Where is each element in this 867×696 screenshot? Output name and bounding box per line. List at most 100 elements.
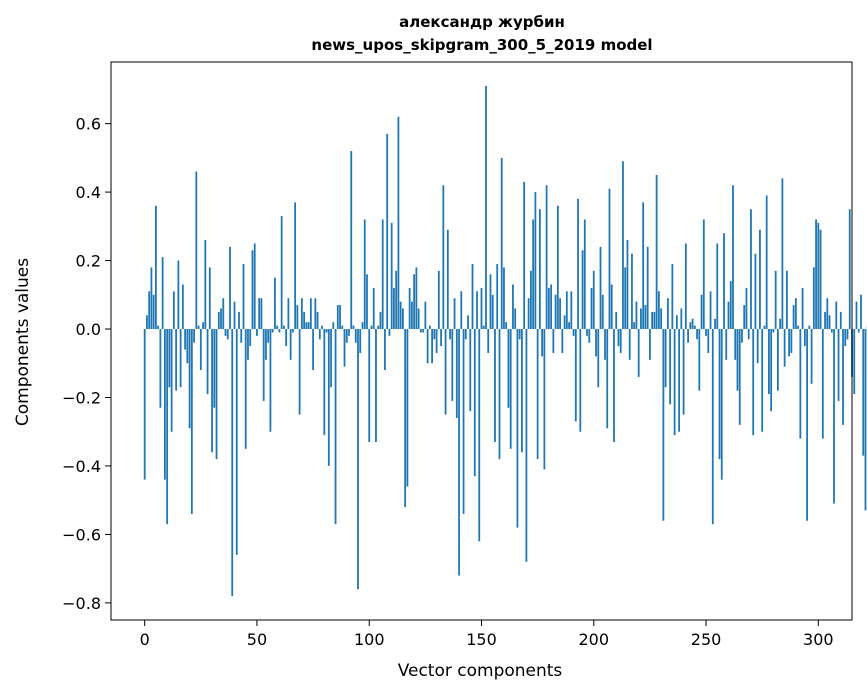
bar-136 [449,329,451,340]
bar-238 [678,329,680,432]
bar-186 [561,329,564,353]
bar-107 [384,329,386,371]
bar-196 [583,219,586,330]
bar-118 [408,287,411,330]
bar-58 [274,277,276,330]
bar-219 [635,301,638,330]
bar-25 [199,329,202,371]
x-tick-label: 250 [691,630,722,649]
bar-36 [224,329,227,336]
bar-264 [736,329,739,391]
bar-63 [285,329,288,347]
bar-152 [485,85,487,330]
bar-253 [711,329,714,525]
bar-209 [613,329,615,442]
bar-90 [345,329,348,343]
bar-82 [327,329,330,466]
bar-306 [830,329,833,333]
bar-70 [300,298,303,330]
bar-1 [146,315,148,330]
bar-297 [810,329,813,384]
bar-220 [637,329,640,377]
bar-68 [296,305,299,330]
bar-94 [354,329,357,343]
bar-243 [689,322,692,330]
bar-276 [763,325,766,330]
bar-181 [550,284,553,330]
bar-0 [143,329,146,480]
bar-109 [388,329,391,336]
bar-40 [233,301,236,330]
bar-72 [305,322,308,330]
bar-135 [446,229,449,330]
bar-32 [215,329,218,460]
bar-8 [161,257,164,330]
bar-282 [777,329,779,391]
bar-316 [853,329,856,395]
bar-183 [554,294,557,330]
bar-88 [341,325,344,330]
bar-252 [709,291,712,330]
bar-260 [727,301,730,330]
bar-223 [644,305,647,330]
bar-202 [597,329,600,388]
bar-169 [523,181,526,330]
bar-221 [640,308,642,330]
bar-105 [379,311,382,330]
bar-286 [785,270,788,330]
bar-132 [440,329,442,347]
bar-151 [482,325,485,330]
bar-184 [556,205,559,330]
bar-234 [669,329,672,405]
bar-216 [628,329,631,360]
bar-38 [229,246,231,330]
bar-289 [792,305,795,330]
bar-317 [855,301,858,330]
bar-250 [705,329,707,336]
bar-287 [788,329,791,357]
bar-213 [622,161,624,330]
y-tick-label: −0.8 [62,594,101,613]
bar-127 [428,325,431,330]
bar-249 [702,219,705,330]
bar-4 [152,294,155,330]
bar-26 [202,322,204,330]
bar-69 [298,329,301,415]
bar-95 [357,329,359,590]
bar-134 [444,329,447,415]
bar-290 [794,298,797,330]
bar-246 [696,329,698,340]
bar-56 [269,329,272,432]
bar-54 [265,329,267,360]
bar-277 [765,195,768,330]
bar-27 [204,240,207,330]
bar-13 [172,291,175,330]
bar-301 [819,229,822,330]
y-tick-label: −0.6 [62,525,101,544]
bar-185 [559,298,561,330]
bar-150 [480,287,483,330]
bar-61 [280,216,283,330]
bar-257 [720,329,723,480]
bar-48 [251,250,254,330]
x-tick-label: 300 [803,630,834,649]
bar-153 [487,329,490,353]
bar-98 [363,219,366,330]
bar-148 [476,291,478,330]
bar-283 [779,318,782,330]
bar-180 [547,287,550,330]
bar-106 [381,219,384,330]
bar-319 [860,294,862,330]
bar-12 [170,329,173,432]
bar-299 [815,219,817,330]
x-tick-label: 150 [466,630,497,649]
bars-group [143,85,867,597]
bar-224 [646,246,649,330]
bar-191 [572,329,575,336]
bar-10 [166,329,169,525]
bar-182 [552,329,555,353]
bar-119 [410,301,413,330]
bar-45 [244,329,247,449]
bar-300 [817,222,820,330]
bar-174 [534,192,537,330]
